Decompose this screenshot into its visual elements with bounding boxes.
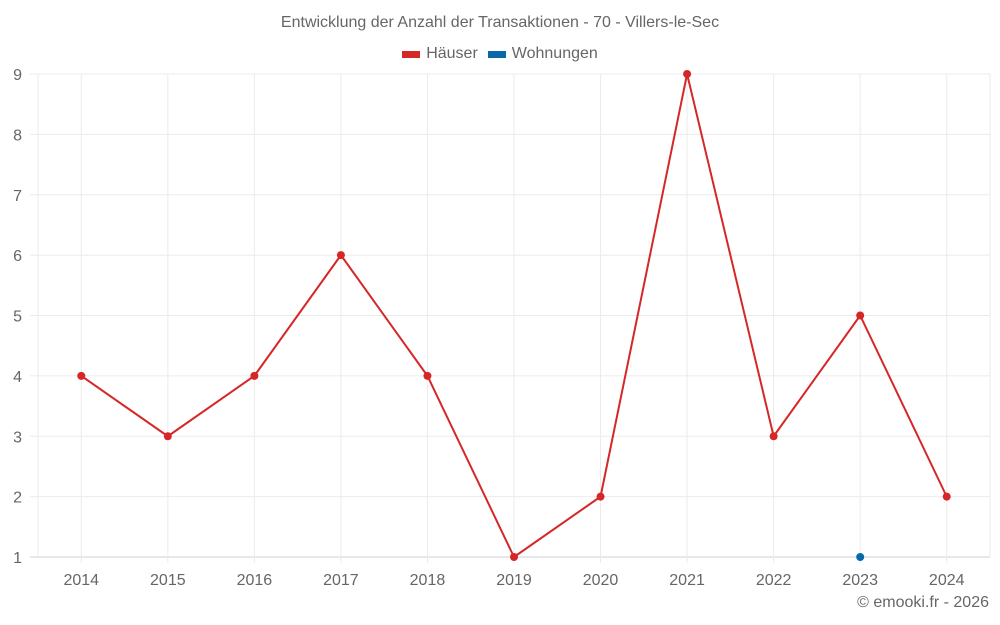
data-point[interactable] xyxy=(683,70,692,78)
data-point[interactable] xyxy=(510,553,518,561)
y-tick-label: 7 xyxy=(13,188,22,205)
data-point[interactable] xyxy=(769,432,778,441)
data-point[interactable] xyxy=(856,311,865,320)
x-tick-label: 2017 xyxy=(323,572,359,589)
data-point[interactable] xyxy=(596,492,605,501)
legend: Häuser Wohnungen xyxy=(0,45,1000,63)
data-point[interactable] xyxy=(163,432,172,441)
x-tick-label: 2015 xyxy=(150,572,186,589)
data-point[interactable] xyxy=(423,371,432,380)
data-point[interactable] xyxy=(336,251,345,260)
y-tick-label: 4 xyxy=(13,369,22,386)
legend-swatch-haeuser-icon xyxy=(402,50,421,58)
data-point[interactable] xyxy=(250,371,259,380)
y-tick-label: 1 xyxy=(13,550,22,567)
x-tick-label: 2019 xyxy=(496,572,532,589)
y-tick-label: 3 xyxy=(13,429,22,446)
credit: © emooki.fr - 2026 xyxy=(857,594,989,611)
data-point[interactable] xyxy=(856,553,865,561)
data-point[interactable] xyxy=(77,371,86,380)
chart-title: Entwicklung der Anzahl der Transaktionen… xyxy=(280,14,720,31)
data-point[interactable] xyxy=(942,492,951,501)
y-tick-label: 6 xyxy=(13,248,22,265)
x-tick-label: 2023 xyxy=(842,572,878,589)
y-tick-label: 2 xyxy=(13,490,22,507)
legend-label-haeuser: Häuser xyxy=(426,45,478,62)
x-tick-label: 2020 xyxy=(583,572,619,589)
y-tick-label: 8 xyxy=(13,127,22,144)
y-tick-label: 5 xyxy=(13,309,22,326)
legend-label-wohnungen: Wohnungen xyxy=(511,45,598,62)
x-tick-label: 2024 xyxy=(929,572,965,589)
x-tick-label: 2018 xyxy=(410,572,446,589)
x-tick-label: 2021 xyxy=(669,572,705,589)
x-tick-label: 2016 xyxy=(237,572,273,589)
x-tick-label: 2014 xyxy=(63,572,99,589)
legend-item-wohnungen[interactable]: Wohnungen xyxy=(487,45,598,63)
legend-swatch-wohnungen-icon xyxy=(487,50,506,58)
x-tick-label: 2022 xyxy=(756,572,792,589)
y-tick-label: 9 xyxy=(13,67,22,84)
legend-item-haeuser[interactable]: Häuser xyxy=(402,45,478,63)
